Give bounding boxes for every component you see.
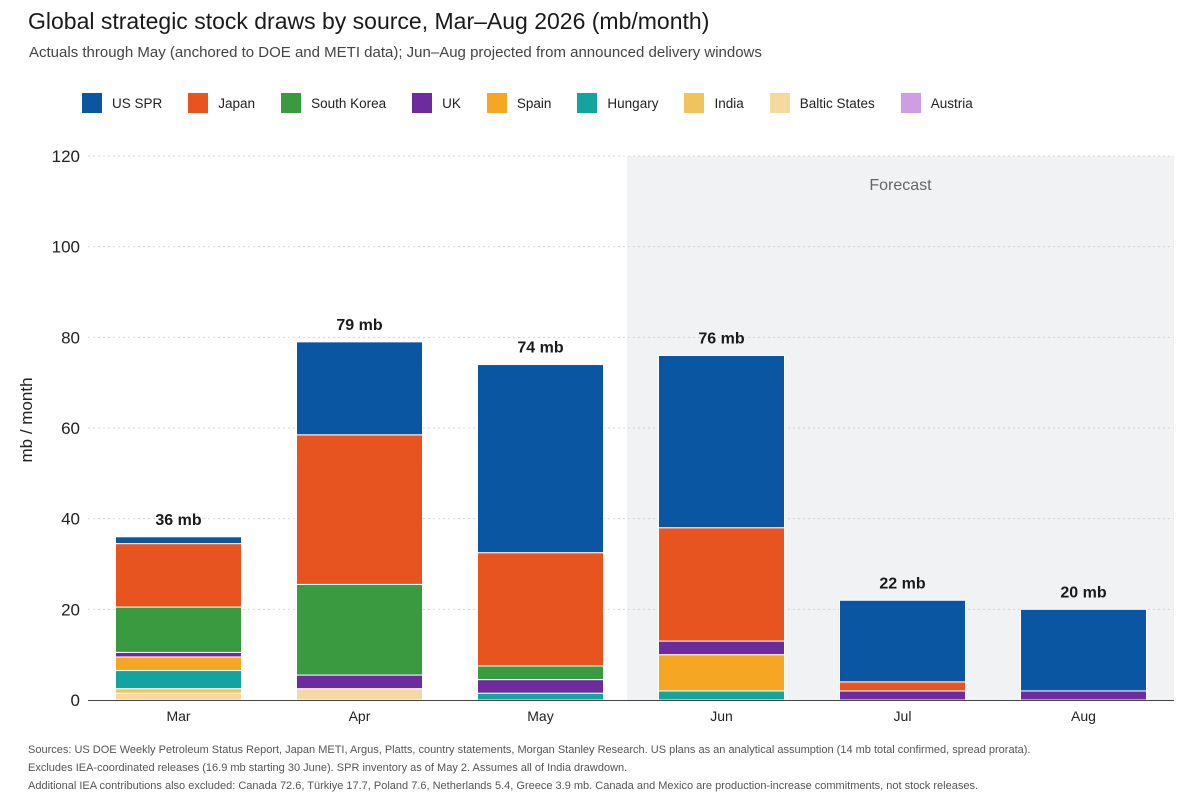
legend-swatch — [82, 93, 102, 113]
legend-label: South Korea — [311, 95, 387, 111]
bar-total-label: 74 mb — [517, 340, 563, 357]
legend-swatch — [684, 93, 705, 113]
bar-segment-uk-apr — [296, 674, 423, 690]
x-tick-label: Jul — [894, 708, 912, 724]
legend-swatch — [412, 93, 433, 113]
bar-segment-us-spr-aug — [1020, 608, 1147, 692]
legend-swatch — [769, 93, 790, 113]
y-tick-label: 80 — [61, 328, 80, 347]
legend-item-baltic-states: Baltic States — [769, 93, 875, 113]
bar-segment-us-spr-jun — [658, 354, 785, 529]
bar-segment-us-spr-apr — [296, 341, 423, 436]
legend-item-uk: UK — [412, 93, 461, 113]
x-tick-label: Aug — [1071, 708, 1096, 724]
bar-segment-hungary-jun — [658, 690, 785, 701]
legend-item-us-spr: US SPR — [82, 93, 162, 113]
footnote-line-3: Additional IEA contributions also exclud… — [28, 780, 978, 792]
bar-segment-hungary-may — [477, 692, 604, 701]
legend-item-south-korea: South Korea — [281, 93, 386, 113]
legend-swatch — [900, 93, 921, 113]
x-tick-label: May — [527, 708, 553, 724]
bar-total-label: 76 mb — [698, 330, 744, 347]
legend-swatch — [188, 93, 209, 113]
legend-item-hungary: Hungary — [577, 93, 658, 113]
legend-item-austria: Austria — [900, 93, 973, 113]
bar-segment-us-spr-jul — [839, 599, 966, 683]
bar-segment-south-korea-apr — [296, 583, 423, 676]
legend-label: UK — [442, 95, 461, 111]
bar-segment-india-mar — [115, 688, 242, 694]
legend-label: Spain — [516, 95, 552, 111]
x-tick-label: Apr — [349, 708, 371, 724]
bar-segment-south-korea-mar — [115, 606, 242, 653]
chart-title: Global strategic stock draws by source, … — [28, 8, 710, 34]
legend-label: Baltic States — [799, 95, 875, 111]
bar-segment-uk-may — [477, 679, 604, 694]
legend-label: Austria — [930, 95, 973, 111]
bar-total-label: 36 mb — [155, 512, 201, 529]
legend-label: Hungary — [607, 95, 659, 111]
footnotes: Sources: US DOE Weekly Petroleum Status … — [28, 741, 1030, 795]
bar-segment-baltic-states-apr — [296, 688, 423, 701]
bar-segment-south-korea-may — [477, 665, 604, 681]
bar-segment-japan-mar — [115, 543, 242, 608]
legend: US SPR Japan South Korea UK Spain Hungary Indi… — [82, 93, 999, 113]
legend-label: India — [714, 95, 744, 111]
legend-label: US SPR — [112, 95, 163, 111]
legend-item-india: India — [684, 93, 744, 113]
footnote-line-2: Excludes IEA-coordinated releases (16.9 … — [28, 762, 628, 774]
bar-segment-spain-mar — [115, 656, 242, 672]
bar-total-label: 79 mb — [336, 317, 382, 334]
bar-segment-spain-jun — [658, 654, 785, 692]
y-tick-label: 20 — [61, 600, 80, 619]
bar-segment-uk-jul — [839, 690, 966, 701]
bar-segment-japan-may — [477, 552, 604, 667]
legend-label: Japan — [218, 95, 256, 111]
bar-segment-us-spr-may — [477, 364, 604, 554]
bar-total-label: 22 mb — [879, 575, 925, 592]
legend-swatch — [486, 93, 507, 113]
y-tick-label: 60 — [61, 419, 80, 438]
bar-total-label: 20 mb — [1060, 584, 1106, 601]
y-tick-label: 0 — [71, 691, 80, 710]
bar-segment-japan-apr — [296, 434, 423, 585]
bar-segment-uk-mar — [115, 651, 242, 658]
bar-segment-hungary-mar — [115, 670, 242, 690]
y-axis-label: mb / month — [17, 377, 36, 462]
footnote-line-1: Sources: US DOE Weekly Petroleum Status … — [28, 744, 1031, 756]
bar-segment-uk-aug — [1020, 690, 1147, 701]
bar-segment-baltic-states-mar — [115, 692, 242, 701]
legend-item-spain: Spain — [486, 93, 552, 113]
bar-segment-japan-jun — [658, 527, 785, 642]
x-tick-label: Mar — [166, 708, 190, 724]
x-tick-label: Jun — [710, 708, 733, 724]
legend-swatch — [281, 93, 302, 113]
forecast-label: Forecast — [869, 177, 932, 194]
bar-segment-japan-jul — [839, 681, 966, 692]
legend-item-japan: Japan — [188, 93, 255, 113]
y-tick-label: 100 — [52, 238, 80, 257]
bar-segment-us-spr-mar — [115, 536, 242, 545]
y-tick-label: 120 — [52, 147, 80, 166]
y-tick-label: 40 — [61, 510, 80, 529]
bar-segment-uk-jun — [658, 640, 785, 656]
chart-subtitle: Actuals through May (anchored to DOE and… — [29, 44, 762, 61]
legend-swatch — [577, 93, 598, 113]
